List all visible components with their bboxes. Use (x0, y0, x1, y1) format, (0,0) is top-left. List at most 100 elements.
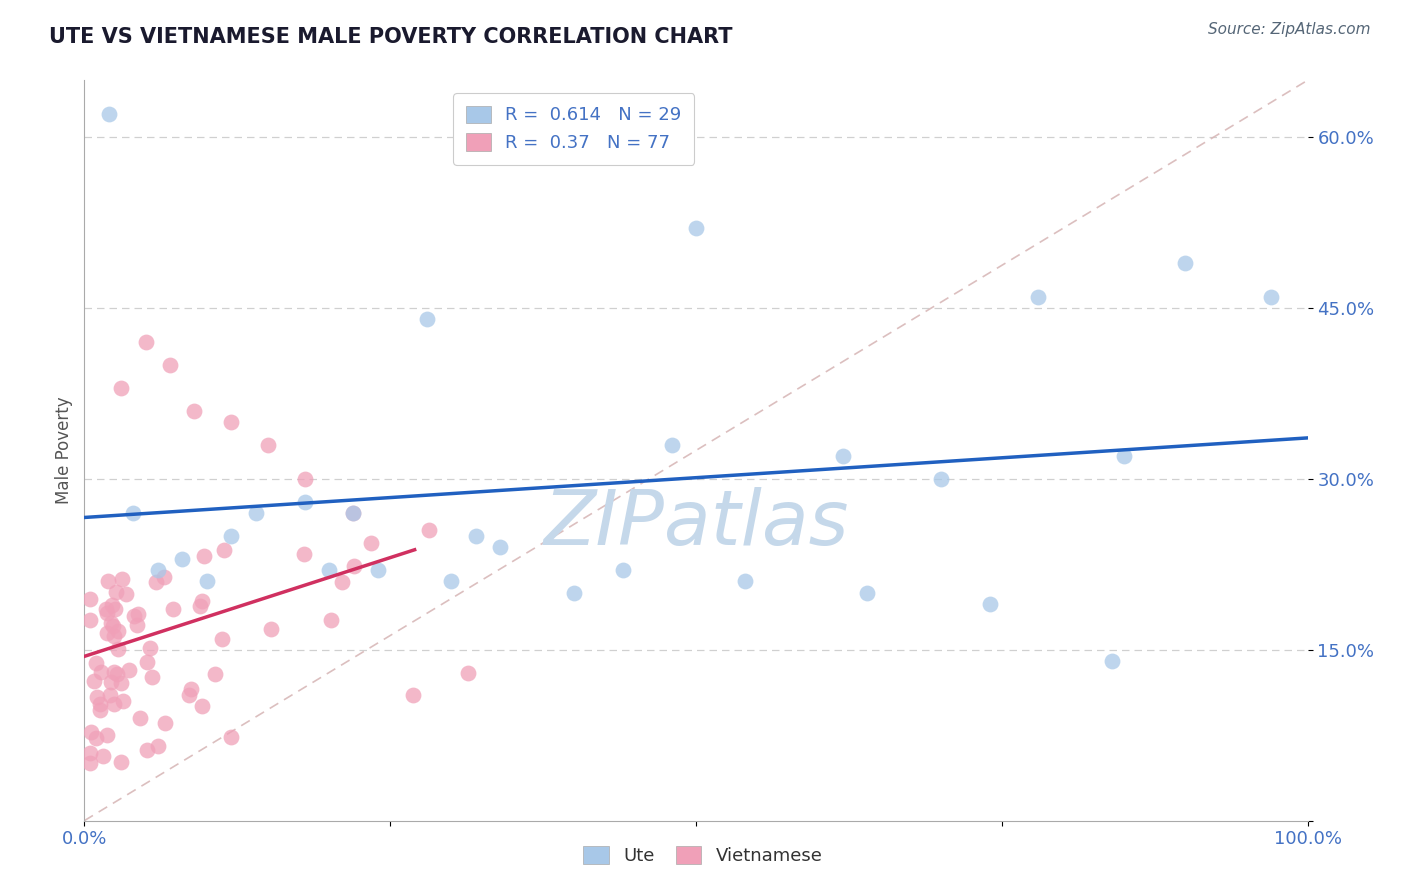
Point (79, 747, 101, 761)
Point (343, 559, 366, 574)
Point (79, 613, 101, 627)
Point (97, 574, 120, 588)
Point (367, 563, 389, 577)
Point (115, 587, 138, 601)
Point (153, 570, 176, 584)
Point (118, 663, 141, 677)
Point (97, 107, 120, 121)
Point (562, 586, 585, 600)
Point (457, 666, 479, 681)
Point (96, 728, 118, 742)
Point (79, 756, 101, 771)
Point (245, 506, 267, 520)
Point (342, 506, 364, 520)
Text: ZIPatlas: ZIPatlas (543, 488, 849, 561)
Point (89, 697, 111, 711)
Point (219, 415, 242, 429)
Point (172, 551, 194, 566)
Point (211, 632, 233, 646)
Point (159, 358, 181, 372)
Point (86, 690, 108, 705)
Point (214, 542, 236, 557)
Point (91, 748, 114, 763)
Y-axis label: Male Poverty: Male Poverty (55, 397, 73, 504)
Point (79, 592, 101, 607)
Point (145, 574, 167, 589)
Point (89, 703, 111, 717)
Point (139, 640, 162, 655)
Point (402, 688, 425, 702)
Point (190, 698, 212, 713)
Point (107, 624, 129, 639)
Point (110, 381, 132, 395)
Point (94, 602, 117, 616)
Point (294, 494, 316, 508)
Point (1174, 255, 1197, 269)
Point (489, 541, 512, 555)
Point (219, 529, 242, 543)
Point (1260, 290, 1282, 304)
Text: Source: ZipAtlas.com: Source: ZipAtlas.com (1208, 22, 1371, 37)
Point (1114, 449, 1136, 463)
Point (440, 574, 463, 589)
Point (612, 563, 634, 577)
Point (418, 523, 440, 537)
Point (734, 574, 756, 589)
Point (979, 597, 1001, 611)
Point (257, 438, 280, 452)
Point (929, 472, 952, 486)
Point (191, 593, 214, 607)
Point (179, 688, 201, 702)
Point (204, 667, 226, 681)
Point (342, 506, 364, 520)
Point (103, 697, 125, 711)
Point (122, 506, 145, 520)
Legend: R =  0.614   N = 29, R =  0.37   N = 77: R = 0.614 N = 29, R = 0.37 N = 77 (453, 93, 695, 165)
Point (1028, 290, 1050, 304)
Point (84, 656, 107, 670)
Point (101, 619, 124, 633)
Point (146, 563, 169, 577)
Point (856, 586, 879, 600)
Point (100, 675, 122, 690)
Point (1101, 654, 1123, 668)
Point (464, 529, 486, 543)
Point (195, 574, 218, 589)
Point (360, 536, 382, 550)
Point (135, 335, 157, 350)
Point (153, 715, 176, 730)
Point (180, 681, 202, 696)
Point (135, 743, 157, 757)
Point (129, 711, 152, 725)
Point (111, 572, 134, 586)
Point (318, 563, 340, 577)
Point (831, 449, 853, 463)
Point (105, 667, 128, 681)
Point (110, 756, 132, 770)
Point (107, 642, 129, 657)
Legend: Ute, Vietnamese: Ute, Vietnamese (574, 838, 832, 874)
Point (104, 602, 127, 616)
Point (183, 403, 205, 417)
Point (148, 739, 170, 753)
Point (100, 688, 122, 702)
Point (122, 609, 145, 624)
Point (90, 665, 112, 680)
Point (125, 617, 148, 632)
Point (162, 601, 184, 615)
Point (100, 598, 122, 612)
Point (80, 724, 103, 739)
Point (110, 676, 132, 690)
Point (103, 665, 125, 679)
Point (219, 730, 242, 744)
Point (294, 472, 316, 486)
Point (96, 606, 118, 620)
Point (260, 622, 283, 636)
Point (661, 438, 683, 452)
Point (112, 694, 135, 708)
Point (193, 549, 215, 564)
Point (188, 599, 211, 614)
Point (105, 585, 128, 599)
Point (319, 613, 342, 627)
Point (292, 547, 315, 561)
